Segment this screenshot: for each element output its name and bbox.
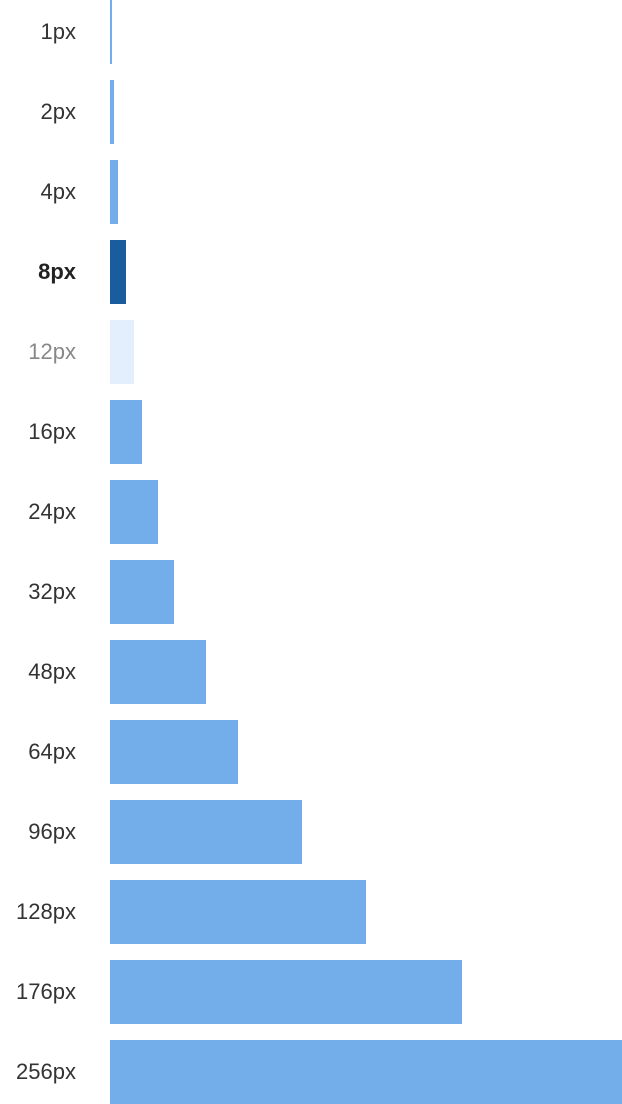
bar-row: 16px (0, 400, 622, 464)
tick-label: 48px (28, 659, 76, 684)
bar (110, 240, 126, 304)
tick-label: 16px (28, 419, 76, 444)
bar-row: 96px (0, 800, 622, 864)
tick-label: 24px (28, 499, 76, 524)
bar (110, 80, 114, 144)
bar-row: 2px (0, 80, 622, 144)
bar (110, 480, 158, 544)
bar-row: 256px (0, 1040, 622, 1104)
tick-label: 128px (16, 899, 76, 924)
bar (110, 640, 206, 704)
bar (110, 160, 118, 224)
tick-label: 12px (28, 339, 76, 364)
bar (110, 400, 142, 464)
bar-row: 176px (0, 960, 622, 1024)
bar (110, 960, 462, 1024)
bar-row: 24px (0, 480, 622, 544)
bar (110, 880, 366, 944)
tick-label: 2px (40, 99, 76, 124)
bar (110, 320, 134, 384)
tick-label: 8px (38, 259, 76, 284)
tick-label: 1px (40, 19, 76, 44)
bar-row: 48px (0, 640, 622, 704)
bar (110, 1040, 622, 1104)
tick-label: 64px (28, 739, 76, 764)
tick-label: 256px (16, 1059, 76, 1084)
tick-label: 32px (28, 579, 76, 604)
bar-row: 1px (0, 0, 622, 64)
bar (110, 720, 238, 784)
bar-row: 12px (0, 320, 622, 384)
bar-row: 32px (0, 560, 622, 624)
bar-row: 64px (0, 720, 622, 784)
tick-label: 176px (16, 979, 76, 1004)
bar (110, 800, 302, 864)
bar-row: 4px (0, 160, 622, 224)
bar-row: 128px (0, 880, 622, 944)
bar (110, 0, 112, 64)
bar (110, 560, 174, 624)
tick-label: 4px (40, 179, 76, 204)
tick-label: 96px (28, 819, 76, 844)
bar-row: 8px (0, 240, 622, 304)
